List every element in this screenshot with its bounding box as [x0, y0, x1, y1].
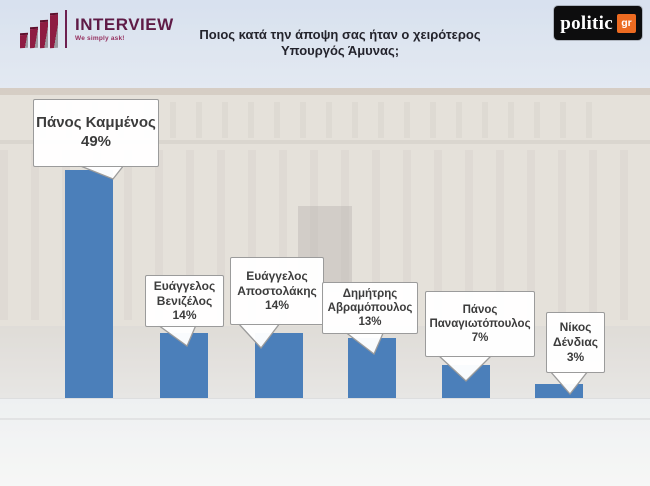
callout-value: 14% [264, 298, 290, 313]
callout-6: Νίκος Δένδιας 3% [546, 312, 605, 373]
politic-gr-logo: politic gr [554, 6, 642, 40]
interview-logo-tagline: We simply ask! [75, 35, 125, 42]
interview-logo-name: INTERVIEW [75, 15, 174, 34]
callout-name-line: Βενιζέλος [156, 293, 213, 308]
title-line-1: Ποιος κατά την άποψη σας ήταν ο χειρότερ… [199, 27, 481, 42]
callout-value: 49% [80, 133, 112, 150]
politic-logo-gr-badge: gr [617, 13, 636, 33]
bar-chart-icon [20, 10, 58, 49]
callout-5: Πάνος Παναγιωτόπουλος 7% [425, 291, 535, 357]
callout-name-line: Αποστολάκης [237, 283, 317, 298]
callout-name-line: Ευάγγελος [246, 268, 308, 283]
callout-value: 7% [471, 332, 489, 345]
bar-4 [348, 338, 396, 398]
bar-3 [255, 333, 303, 398]
callout-name-line: Παναγιωτόπουλος [429, 317, 531, 330]
plaza-step-line [0, 418, 650, 420]
callout-3: Ευάγγελος Αποστολάκης 14% [230, 257, 324, 325]
background-plaza [0, 398, 650, 486]
page-title: Ποιος κατά την άποψη σας ήταν ο χειρότερ… [165, 27, 515, 59]
logo-divider [65, 10, 67, 48]
bar-1 [65, 170, 113, 398]
callout-name-line: Πάνος Καμμένος [36, 114, 156, 132]
callout-value: 13% [358, 316, 382, 329]
building-roofline [0, 88, 650, 95]
callout-name-line: Αβραμόπουλος [327, 301, 413, 314]
bar-2 [160, 333, 208, 398]
callout-value: 14% [172, 308, 197, 323]
callout-name-line: Δημήτρης [342, 287, 398, 300]
bar-6 [535, 384, 583, 398]
background-sky [0, 0, 650, 95]
callout-value: 3% [566, 349, 585, 364]
title-line-2: Υπουργός Άμυνας; [280, 42, 400, 58]
logo-text-block: INTERVIEW We simply ask! [75, 16, 174, 42]
bar-5 [442, 365, 490, 398]
interview-logo: INTERVIEW We simply ask! [20, 10, 174, 49]
callout-1: Πάνος Καμμένος 49% [33, 99, 159, 167]
politic-logo-name: politic [560, 12, 613, 34]
callout-name-line: Δένδιας [553, 335, 598, 350]
callout-name-line: Νίκος [559, 320, 592, 335]
building-cornice [0, 140, 650, 144]
callout-name-line: Πάνος [462, 303, 498, 316]
callout-4: Δημήτρης Αβραμόπουλος 13% [322, 282, 418, 334]
callout-2: Ευάγγελος Βενιζέλος 14% [145, 275, 224, 327]
callout-name-line: Ευάγγελος [153, 278, 216, 293]
